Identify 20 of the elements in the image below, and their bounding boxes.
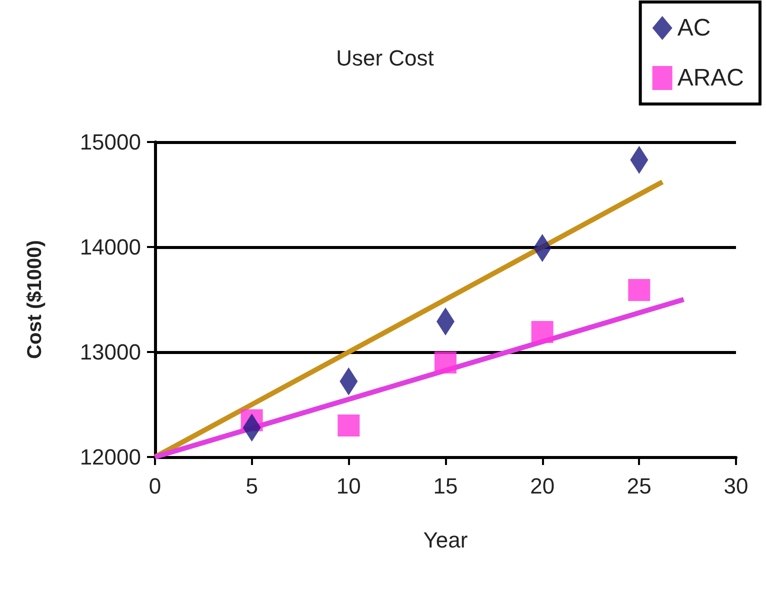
x-axis-title: Year [423,528,468,552]
x-tick-label: 0 [148,474,162,498]
y-tick-label: 13000 [80,340,141,364]
x-tick-label: 25 [626,474,652,498]
x-tick-label: 5 [246,474,258,498]
y-tick-label: 15000 [80,130,141,154]
x-tick-label: 10 [336,474,361,498]
y-tick-label: 14000 [80,234,141,260]
x-tick-label: 30 [724,474,748,498]
legend-label: AC [677,14,711,42]
point [628,279,650,302]
x-tick-label: 20 [530,474,555,498]
y-axis-title: Cost ($1000) [24,240,46,359]
y-tick-label: 12000 [80,444,141,470]
point [434,352,456,374]
chart-title: User Cost [336,46,434,70]
x-tick-label: 15 [433,474,458,498]
point [338,414,360,436]
legend-label: ARAC [677,64,744,92]
point [531,321,554,344]
